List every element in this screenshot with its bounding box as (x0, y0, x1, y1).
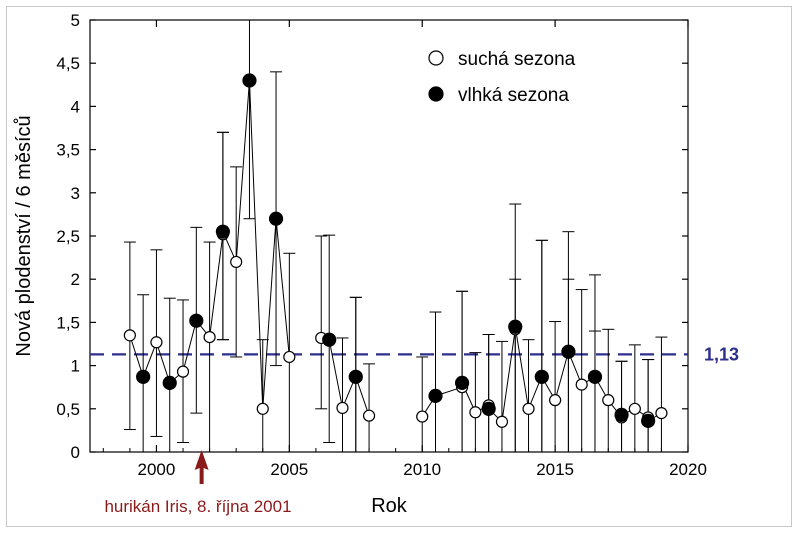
plot-area (89, 19, 689, 453)
wet-season-point (215, 224, 230, 239)
connecting-segment (275, 218, 290, 358)
figure-frame (6, 6, 792, 527)
wet-season-point (641, 413, 656, 428)
legend-marker-wet (428, 86, 444, 102)
dry-season-point (655, 407, 668, 420)
reference-line-label: 1,13 (704, 344, 739, 364)
dry-season-point (628, 402, 641, 415)
wet-season-point (322, 332, 337, 347)
y-tick-label: 3 (71, 184, 80, 203)
dry-season-point (469, 406, 482, 419)
y-axis-title: Nová plodenství / 6 měsíců (13, 115, 35, 356)
legend-label-dry: suchá sezona (458, 49, 576, 70)
wet-season-point (587, 369, 603, 384)
y-tick-label: 4,5 (56, 54, 80, 73)
connecting-segment (129, 335, 144, 377)
connecting-segment (248, 80, 264, 409)
wet-season-point (189, 313, 204, 328)
wet-season-point (348, 369, 363, 384)
wet-season-point (454, 375, 470, 390)
wet-season-point (428, 388, 443, 403)
legend-label-wet: vlhká sezona (458, 85, 569, 106)
dry-season-point (203, 330, 216, 344)
hurricane-arrow-icon (194, 450, 209, 484)
dry-season-point (549, 394, 562, 407)
axis-ticks: 0 0,5 1 1,5 2 2,5 3 3,5 4 4,5 5 2000 2005 2010 2015 202… (56, 11, 707, 479)
hurricane-annotation: hurikán Iris, 8. října 2001 (104, 497, 291, 516)
connecting-segment (328, 339, 343, 409)
dry-season-point (256, 402, 269, 415)
wet-season-point (242, 73, 257, 88)
legend: suchá sezona vlhká sezona (428, 49, 576, 106)
connecting-segment (514, 326, 530, 409)
dry-season-point (362, 409, 376, 422)
legend-marker-dry (428, 50, 444, 66)
wet-season-point (534, 369, 549, 384)
wet-season-point (136, 369, 151, 384)
wet-season-point (614, 407, 629, 422)
dry-season-point (230, 255, 243, 269)
connecting-segment (235, 80, 250, 262)
x-axis-title: Rok (371, 495, 408, 517)
dry-season-point (283, 350, 296, 364)
y-tick-label: 0 (71, 443, 80, 462)
wet-season-point (561, 344, 576, 359)
wet-season-point (162, 375, 177, 390)
dry-season-point (522, 402, 535, 415)
dry-season-point (123, 329, 136, 342)
dry-season-point (495, 415, 509, 428)
dry-season-point (575, 378, 588, 391)
data-points-group (123, 73, 668, 428)
y-tick-label: 0,5 (56, 400, 80, 419)
x-tick-label: 2005 (270, 460, 308, 479)
y-tick-label: 5 (71, 11, 80, 30)
y-tick-label: 1,5 (56, 313, 80, 332)
wet-season-point (508, 319, 523, 334)
dry-season-point (176, 365, 190, 378)
dry-season-point (336, 401, 349, 415)
connecting-segment (501, 329, 516, 422)
dry-season-point (602, 394, 615, 407)
y-tick-label: 1 (71, 357, 80, 376)
x-tick-label: 2000 (138, 460, 176, 479)
dry-season-point (150, 336, 163, 349)
wet-season-point (268, 211, 284, 226)
connecting-segment (262, 218, 277, 409)
x-tick-label: 2015 (536, 460, 574, 479)
y-tick-label: 2 (71, 270, 80, 289)
y-tick-label: 4 (71, 97, 80, 116)
x-tick-label: 2020 (669, 460, 707, 479)
y-tick-label: 2,5 (56, 227, 80, 246)
connecting-segment (155, 342, 171, 384)
dry-season-point (416, 410, 429, 423)
connecting-segment (182, 320, 197, 372)
connecting-segment (209, 234, 224, 338)
wet-season-point (481, 401, 496, 416)
y-tick-label: 3,5 (56, 141, 80, 160)
x-tick-label: 2010 (403, 460, 441, 479)
connecting-segment (554, 351, 569, 401)
